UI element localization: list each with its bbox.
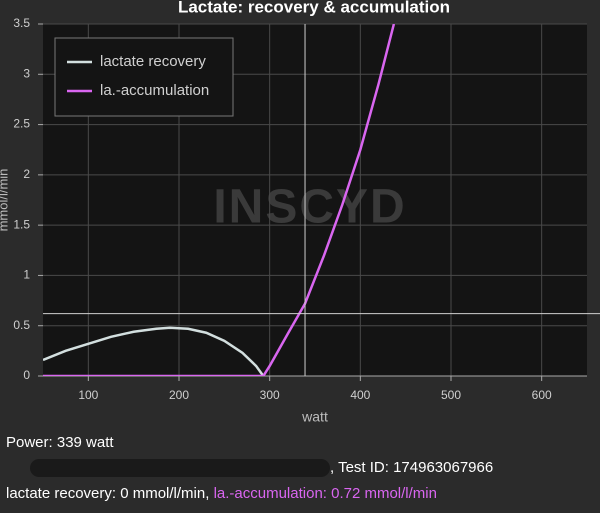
y-axis-label: mmol/l/min — [0, 169, 10, 232]
line — [43, 326, 265, 376]
chart-title: Lactate: recovery & accumulation — [178, 0, 450, 16]
x-tick-label: 600 — [532, 388, 552, 402]
y-tick-label: 2 — [23, 167, 30, 181]
legend-label: lactate recovery — [100, 53, 206, 70]
line — [43, 24, 396, 376]
test-id: , Test ID: 174963067966 — [330, 459, 494, 476]
redacted — [30, 459, 330, 478]
x-tick-label: 100 — [78, 388, 98, 402]
legend-label: la.-accumulation — [100, 82, 209, 99]
x-tick-label: 400 — [350, 388, 370, 402]
y-tick-label: 0.5 — [13, 318, 30, 332]
y-tick-label: 1 — [23, 268, 30, 282]
x-tick-label: 300 — [260, 388, 280, 402]
y-tick-label: 2.5 — [13, 117, 30, 131]
recovery-info: lactate recovery: 0 mmol/l/min, — [6, 485, 214, 502]
plot-lines — [43, 24, 396, 376]
y-tick-label: 3 — [23, 66, 30, 80]
y-tick-label: 1.5 — [13, 217, 30, 231]
watermark: INSCYD — [213, 181, 406, 234]
x-tick-label: 500 — [441, 388, 461, 402]
x-axis-label: watt — [301, 409, 328, 425]
x-tick-label: 200 — [169, 388, 189, 402]
y-tick-label: 3.5 — [13, 16, 30, 30]
accumulation-info: la.-accumulation: 0.72 mmol/l/min — [213, 485, 437, 502]
values-info: lactate recovery: 0 mmol/l/min, la.-accu… — [6, 485, 437, 502]
y-tick-label: 0 — [23, 368, 30, 382]
chart: Lactate: recovery & accumulation watt mm… — [0, 0, 600, 425]
power-info: Power: 339 watt — [6, 434, 114, 451]
legend-box — [54, 37, 234, 117]
test-info: , Test ID: 174963067966 — [6, 459, 494, 478]
